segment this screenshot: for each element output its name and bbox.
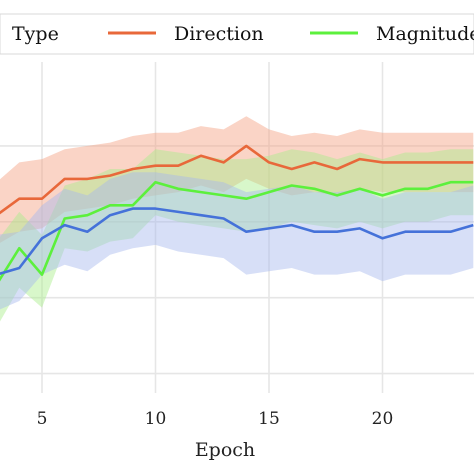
series-line-series-3 (0, 207, 474, 275)
legend: Type Direction Magnitude (0, 13, 474, 55)
confidence-band-magnitude (0, 149, 474, 322)
x-tick-label: 5 (37, 409, 48, 429)
x-axis-ticks: 5 10 15 20 (37, 409, 394, 429)
x-tick-label: 15 (258, 409, 280, 429)
legend-label-magnitude: Magnitude (376, 23, 474, 45)
grid (0, 62, 474, 393)
series-line-magnitude (0, 180, 474, 282)
legend-label-direction: Direction (174, 23, 264, 45)
legend-title: Type (12, 23, 59, 45)
x-tick-label: 10 (145, 409, 167, 429)
x-tick-label: 20 (372, 409, 394, 429)
series-line-direction (0, 144, 474, 215)
x-axis-title: Epoch (195, 439, 255, 461)
confidence-band-direction (0, 116, 474, 243)
series-lines (0, 144, 474, 282)
